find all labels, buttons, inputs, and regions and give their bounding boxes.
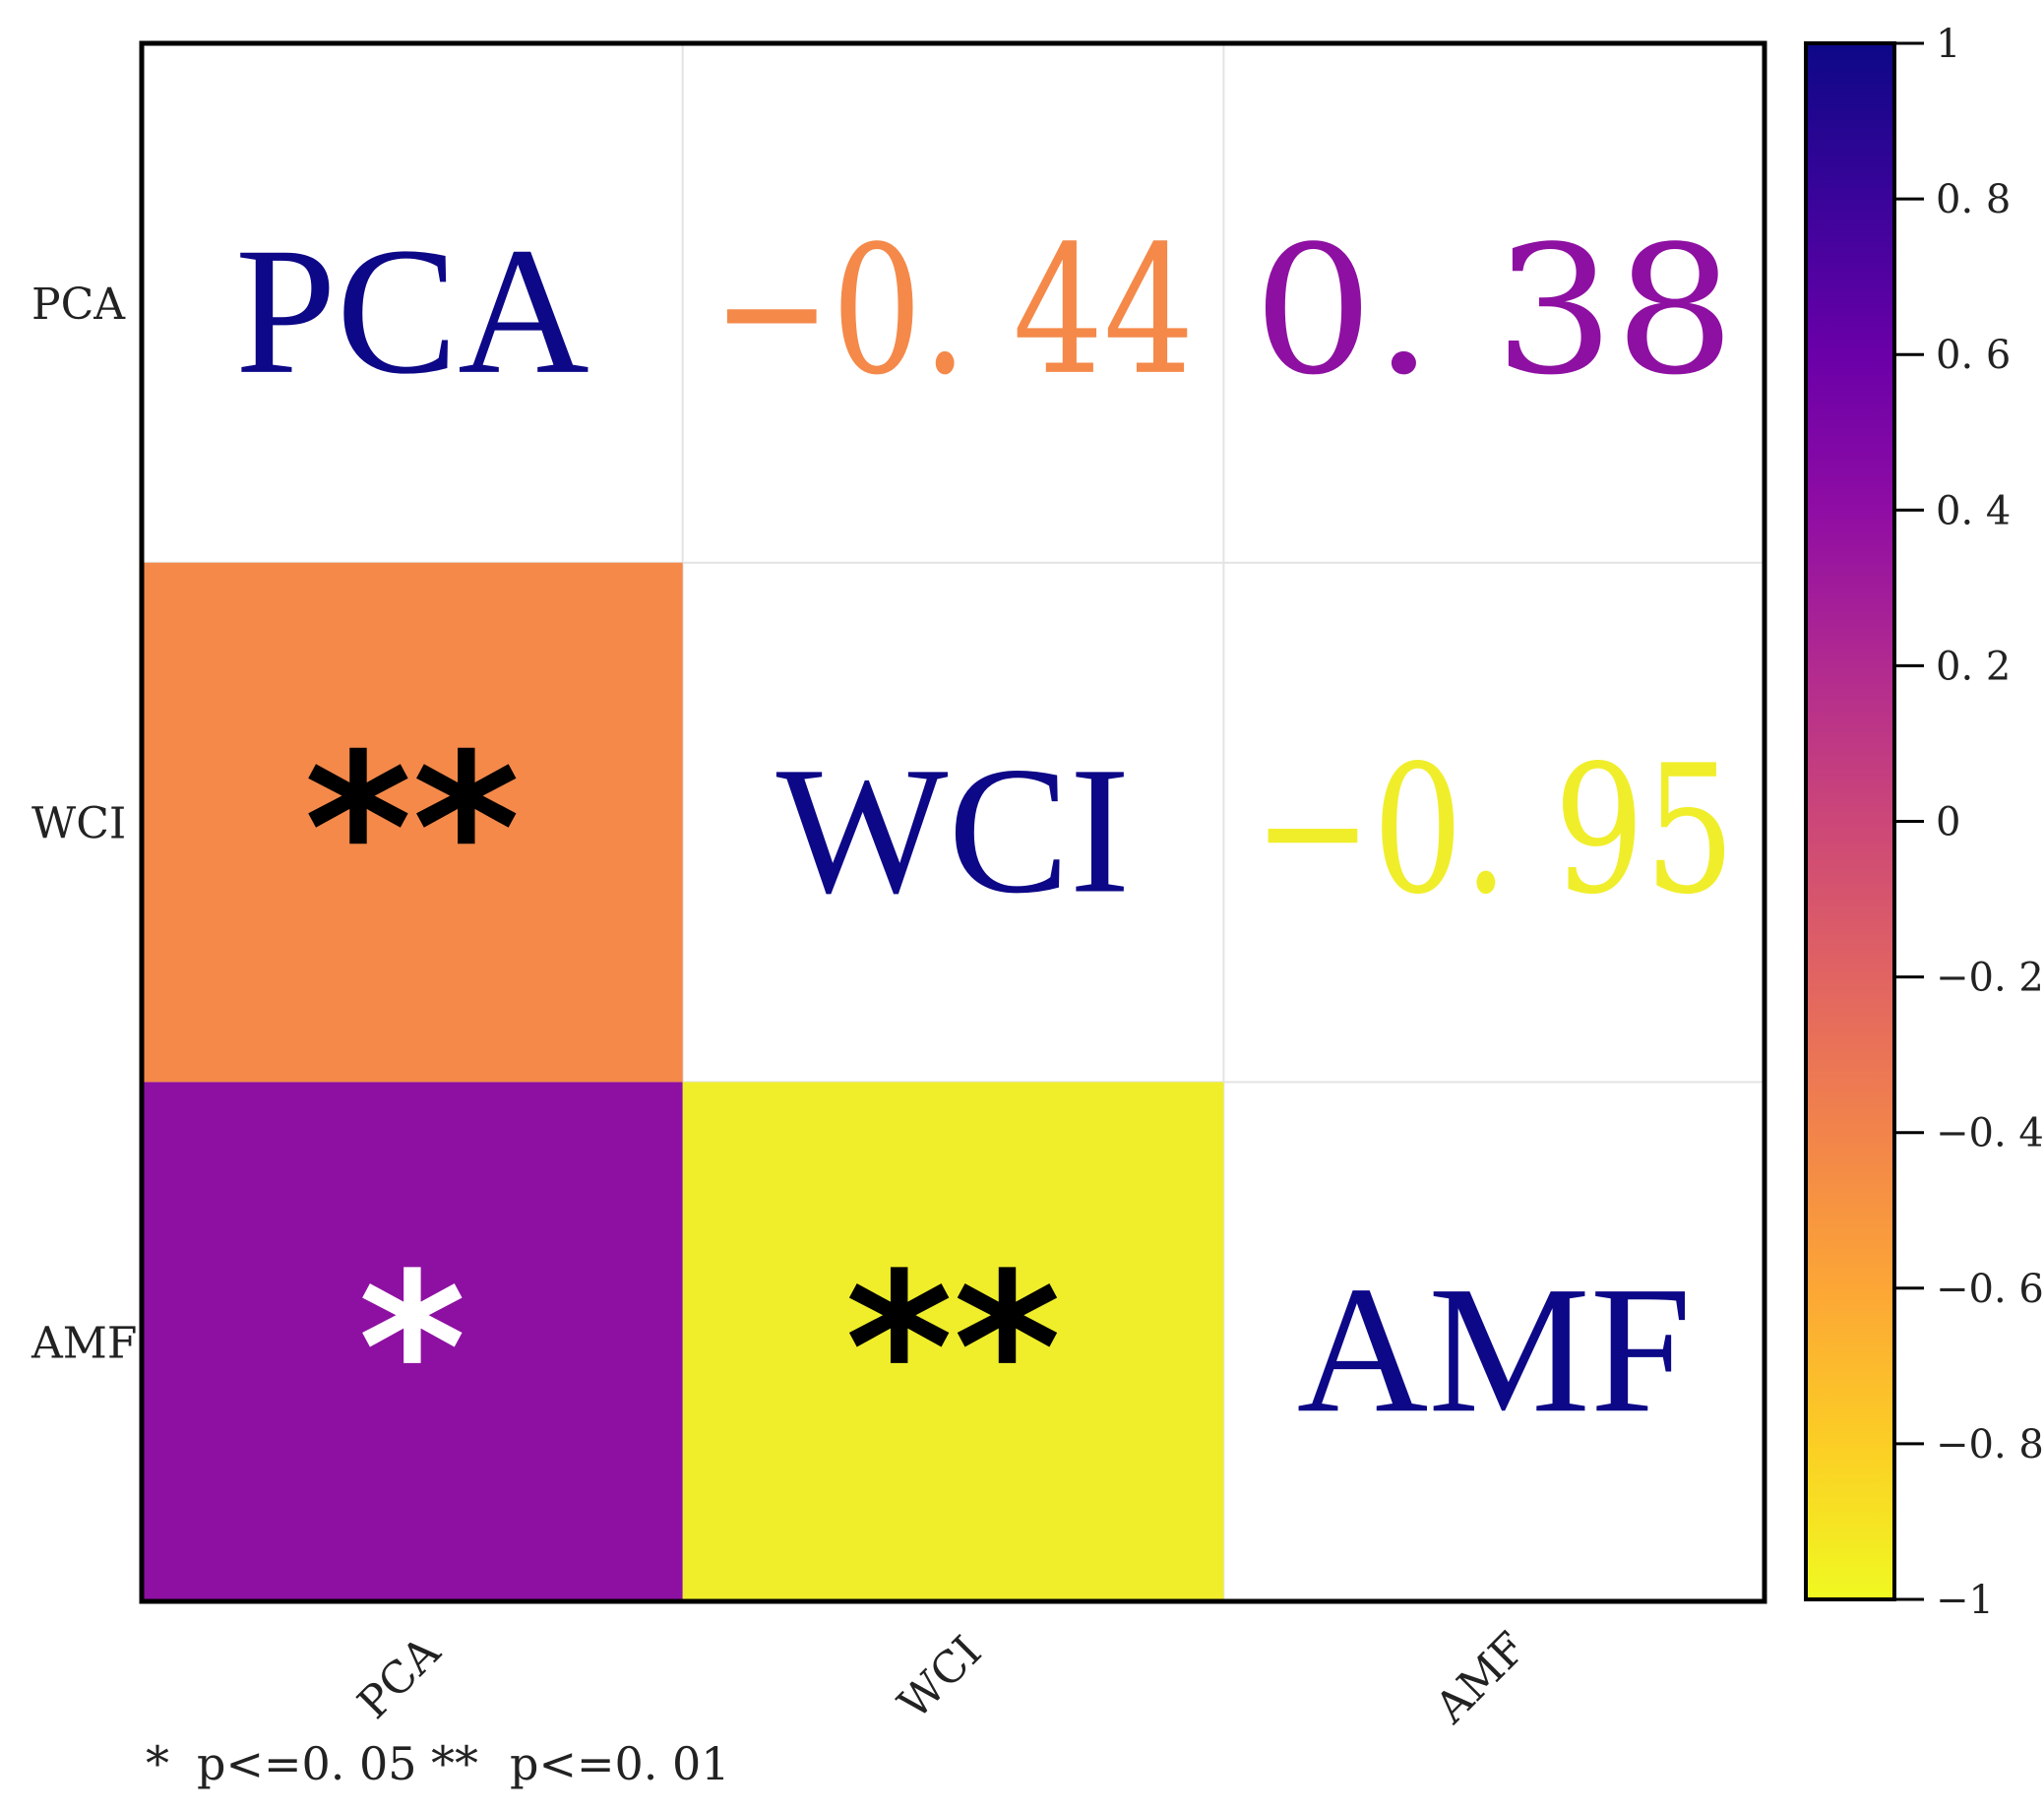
colorbar-tick-label: −0. 2 <box>1936 956 2044 1001</box>
heatmap-cell-texts: PCA WCI AMF −0. 44 0. 38 −0. 95 <box>235 209 1735 1451</box>
significance-stars: * <box>358 1228 466 1469</box>
colorbar-ticks: 1 0. 8 0. 6 0. 4 0. 2 0 −0. 2 −0. 4 −0. 6 −0. 8 −1 <box>1894 22 2044 1623</box>
heatmap-cell <box>682 1082 1224 1602</box>
x-tick-label: AMF <box>1425 1623 1536 1734</box>
heatmap-cells: *** ** <box>142 562 1224 1602</box>
y-tick-label: WCI <box>31 799 126 849</box>
legend-double-label: p<=0. 01 <box>510 1737 730 1790</box>
colorbar: 1 0. 8 0. 6 0. 4 0. 2 0 −0. 2 −0. 4 −0. 6 −0. 8 −1 <box>1804 22 2044 1623</box>
heatmap-cell <box>142 562 683 1083</box>
correlation-value: 0. 38 <box>1253 209 1735 414</box>
heatmap-cell <box>142 1082 683 1602</box>
colorbar-tick-label: 0. 6 <box>1936 333 2011 378</box>
colorbar-tick-label: 0 <box>1936 800 1960 845</box>
colorbar-tick-label: 0. 8 <box>1936 177 2011 222</box>
colorbar-tick-label: −0. 4 <box>1936 1111 2044 1156</box>
correlation-value: −0. 44 <box>712 209 1195 414</box>
diagonal-variable-label: WCI <box>776 730 1131 932</box>
plot-frame <box>139 40 1767 1604</box>
diagonal-variable-label: AMF <box>1297 1249 1692 1451</box>
colorbar-tick-label: 1 <box>1936 22 1960 67</box>
colorbar-tick-label: −0. 8 <box>1936 1422 2044 1468</box>
correlation-value: −0. 95 <box>1253 728 1735 934</box>
colorbar-gradient <box>1804 41 1896 1601</box>
legend-single-label: p<=0. 05 <box>197 1737 417 1790</box>
legend-single-star: * <box>146 1736 169 1791</box>
significance-stars: ** <box>304 710 521 951</box>
colorbar-tick-label: 0. 4 <box>1936 488 2011 533</box>
y-tick-label: AMF <box>31 1318 137 1368</box>
colorbar-tick-label: −0. 6 <box>1936 1267 2044 1312</box>
x-tick-label: WCI <box>889 1627 991 1729</box>
diagonal-variable-label: PCA <box>235 211 589 412</box>
colorbar-tick-label: −1 <box>1936 1578 1994 1623</box>
colorbar-tick-label: 0. 2 <box>1936 644 2011 689</box>
legend-double-star: ** <box>431 1736 478 1791</box>
significance-legend: * p<=0. 05 ** p<=0. 01 <box>146 1736 730 1791</box>
x-tick-label: PCA <box>348 1626 451 1728</box>
y-tick-label: PCA <box>31 280 126 330</box>
significance-stars: ** <box>845 1228 1062 1469</box>
